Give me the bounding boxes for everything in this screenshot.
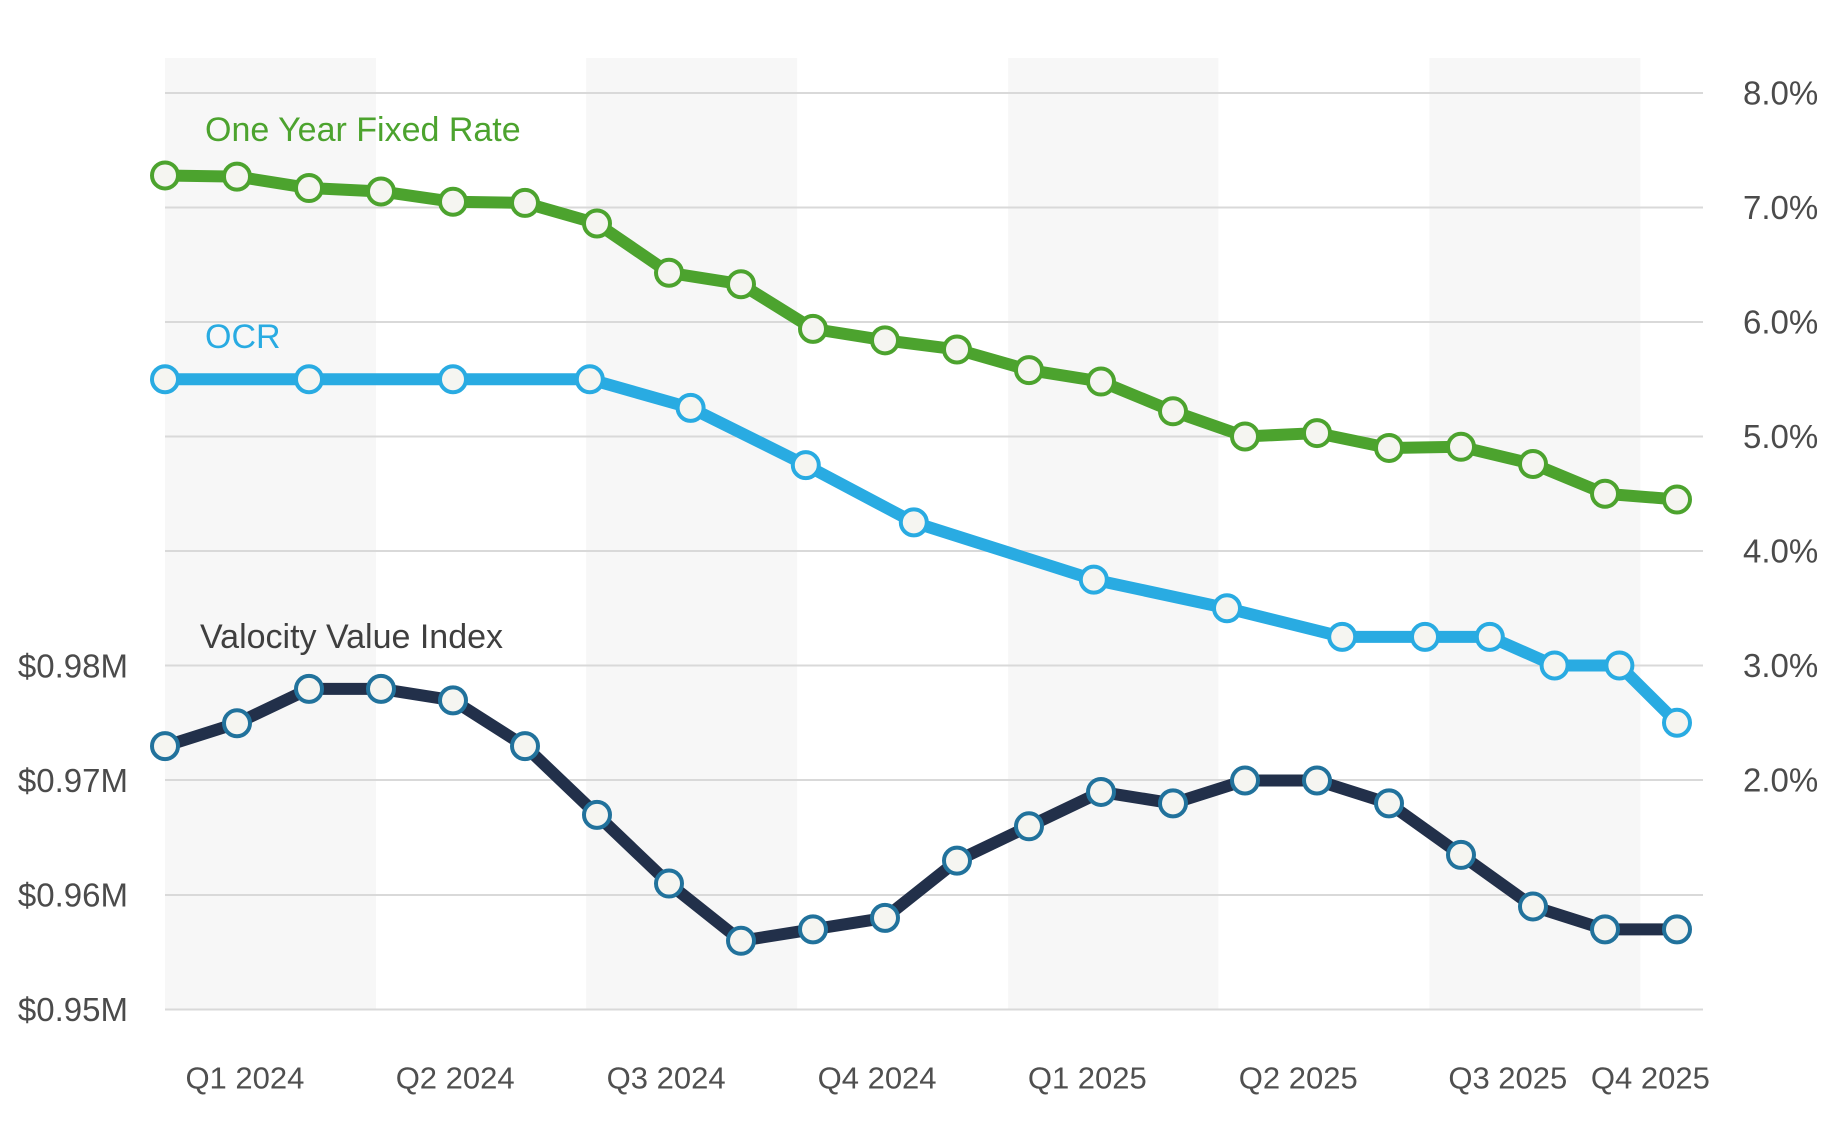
x-axis-quarter-label: Q2 2024 (396, 1061, 515, 1096)
one-year-fixed-rate-data-point-marker[interactable] (150, 160, 180, 191)
ocr-series-label: OCR (205, 318, 281, 356)
one-year-fixed-rate-data-point-marker[interactable] (942, 334, 972, 365)
one-year-fixed-rate-data-point-marker[interactable] (1158, 396, 1188, 427)
valocity-value-index-data-point-marker[interactable] (942, 845, 972, 876)
one-year-fixed-rate-data-point-marker[interactable] (222, 161, 252, 192)
one-year-fixed-rate-data-point-marker[interactable] (1230, 421, 1260, 452)
one-year-fixed-rate-data-point-marker[interactable] (1014, 355, 1044, 386)
x-axis-quarter-label: Q1 2024 (185, 1061, 304, 1096)
ocr-data-point-marker[interactable] (675, 392, 706, 423)
valocity-value-index-data-point-marker[interactable] (294, 673, 324, 704)
valocity-value-index-data-point-marker[interactable] (1230, 765, 1260, 796)
ocr-data-point-marker[interactable] (1474, 621, 1505, 652)
right-axis-tick-label: 6.0% (1743, 304, 1818, 341)
valocity-value-index-data-point-marker[interactable] (870, 902, 900, 933)
one-year-fixed-rate-line (159, 169, 1683, 506)
valocity-value-index-line (159, 682, 1683, 947)
quarter-shading-band (586, 58, 798, 1009)
one-year-fixed-rate-data-point-marker[interactable] (1086, 366, 1116, 397)
valocity-value-index-data-point-marker[interactable] (438, 685, 468, 716)
ocr-data-point-marker[interactable] (1410, 621, 1440, 652)
x-axis-quarter-label: Q2 2025 (1239, 1061, 1358, 1096)
valocity-value-index-data-point-marker[interactable] (510, 731, 540, 762)
left-axis-tick-label: $0.96M (18, 877, 128, 914)
valocity-value-index-data-point-marker[interactable] (1014, 811, 1044, 842)
one-year-fixed-rate-data-point-marker[interactable] (294, 173, 324, 204)
ocr-data-point-marker[interactable] (1327, 621, 1358, 652)
right-axis-tick-label: 8.0% (1743, 75, 1818, 112)
quarter-shading-band (165, 58, 376, 1009)
x-axis-quarter-label: Q4 2025 (1591, 1061, 1710, 1096)
one-year-fixed-rate-data-point-marker[interactable] (582, 208, 612, 239)
one-year-fixed-rate-data-point-marker[interactable] (1518, 448, 1548, 479)
one-year-fixed-rate-data-point-marker[interactable] (438, 186, 468, 217)
ocr-data-point-marker[interactable] (1212, 593, 1242, 624)
ocr-data-point-marker[interactable] (898, 507, 929, 538)
right-axis-tick-label: 3.0% (1743, 647, 1818, 684)
ocr-data-point-marker[interactable] (438, 364, 468, 395)
x-axis-quarter-label: Q1 2025 (1028, 1061, 1147, 1096)
valocity-value-index-data-point-marker[interactable] (582, 799, 612, 830)
valocity-value-index-data-point-marker[interactable] (798, 914, 828, 945)
valocity-value-index-data-point-marker[interactable] (1518, 891, 1548, 922)
one-year-fixed-rate-data-point-marker[interactable] (870, 325, 900, 356)
ocr-data-point-marker[interactable] (790, 450, 821, 481)
valocity-value-index-data-point-marker[interactable] (222, 708, 252, 739)
ocr-data-point-marker[interactable] (1604, 650, 1635, 681)
valocity-value-index-data-point-marker[interactable] (1590, 914, 1620, 945)
valocity-value-index-data-point-marker[interactable] (1446, 839, 1476, 870)
left-axis-tick-label: $0.98M (18, 648, 128, 685)
ocr-data-point-marker[interactable] (1662, 707, 1692, 738)
right-axis-tick-label: 5.0% (1743, 418, 1818, 455)
valocity-value-index-data-point-marker[interactable] (726, 925, 756, 956)
valocity-value-index-data-point-marker[interactable] (1158, 788, 1188, 819)
left-axis-tick-label: $0.95M (18, 991, 128, 1028)
valocity-value-index-series-label: Valocity Value Index (200, 618, 503, 656)
ocr-data-point-marker[interactable] (150, 364, 180, 395)
one-year-fixed-rate-series-label: One Year Fixed Rate (205, 111, 521, 149)
valocity-value-index-data-point-marker[interactable] (654, 868, 684, 899)
one-year-fixed-rate-data-point-marker[interactable] (1374, 432, 1404, 463)
ocr-data-point-marker[interactable] (294, 364, 324, 395)
one-year-fixed-rate-data-point-marker[interactable] (510, 187, 540, 218)
ocr-data-point-marker[interactable] (1078, 564, 1109, 595)
x-axis-quarter-label: Q4 2024 (818, 1061, 937, 1096)
valocity-value-index-data-point-marker[interactable] (150, 731, 180, 762)
one-year-fixed-rate-data-point-marker[interactable] (726, 269, 756, 300)
right-axis-tick-label: 4.0% (1743, 533, 1818, 570)
valocity-value-index-data-point-marker[interactable] (1374, 788, 1404, 819)
one-year-fixed-rate-data-point-marker[interactable] (1446, 431, 1476, 462)
one-year-fixed-rate-data-point-marker[interactable] (1662, 484, 1692, 515)
one-year-fixed-rate-data-point-marker[interactable] (366, 176, 396, 207)
one-year-fixed-rate-data-point-marker[interactable] (1590, 478, 1620, 509)
right-axis-tick-label: 2.0% (1743, 762, 1818, 799)
valocity-value-index-data-point-marker[interactable] (1302, 765, 1332, 796)
one-year-fixed-rate-data-point-marker[interactable] (798, 313, 828, 344)
quarter-shading-band (1008, 58, 1219, 1009)
valocity-value-index-data-point-marker[interactable] (1662, 914, 1692, 945)
left-axis-tick-label: $0.97M (18, 762, 128, 799)
x-axis-quarter-label: Q3 2024 (607, 1061, 726, 1096)
one-year-fixed-rate-data-point-marker[interactable] (1302, 418, 1332, 449)
right-axis-tick-label: 7.0% (1743, 189, 1818, 226)
ocr-data-point-marker[interactable] (1539, 650, 1570, 681)
one-year-fixed-rate-data-point-marker[interactable] (654, 257, 684, 288)
ocr-data-point-marker[interactable] (574, 364, 605, 395)
x-axis-quarter-label: Q3 2025 (1448, 1061, 1567, 1096)
valocity-value-index-data-point-marker[interactable] (1086, 776, 1116, 807)
valocity-value-index-data-point-marker[interactable] (366, 673, 396, 704)
